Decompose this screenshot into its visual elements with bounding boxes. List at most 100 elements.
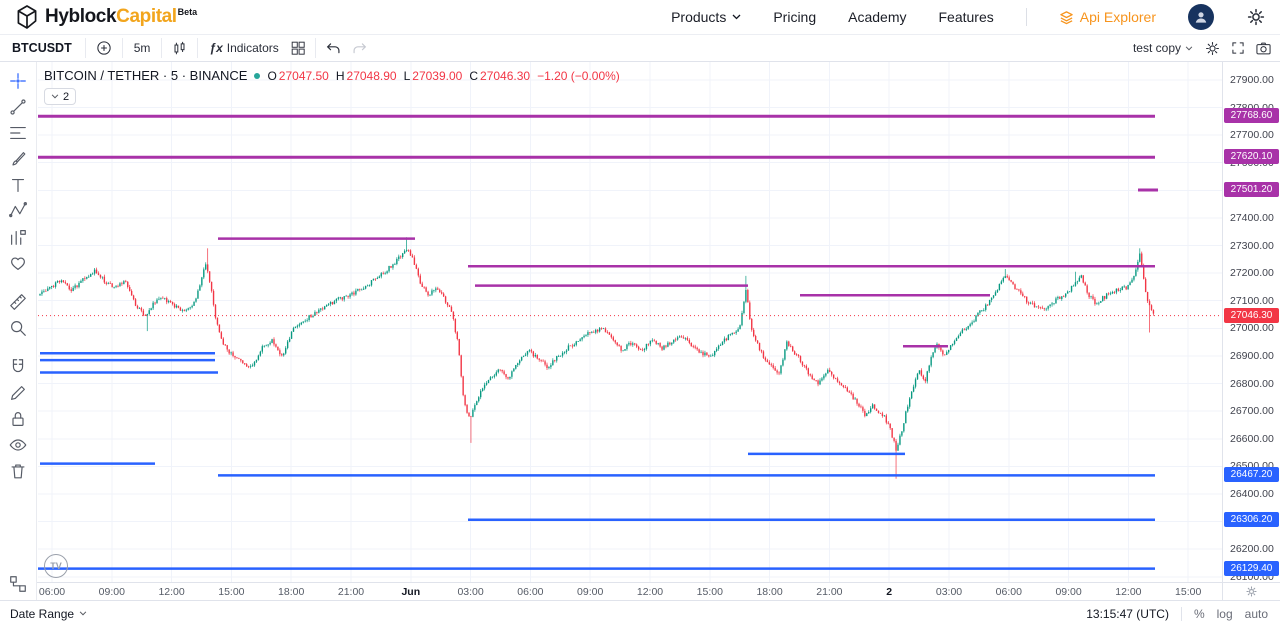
- fib-retracement-tool[interactable]: [4, 122, 32, 143]
- collapsed-count: 2: [63, 90, 70, 103]
- api-explorer-icon: [1059, 10, 1073, 24]
- time-tick-label: 15:00: [1175, 586, 1202, 598]
- date-range-menu[interactable]: Date Range: [10, 607, 87, 621]
- nav-products[interactable]: Products: [671, 9, 741, 25]
- collapsed-indicators-pill[interactable]: 2: [44, 88, 77, 105]
- indicators-button[interactable]: ƒx Indicators: [207, 41, 280, 55]
- nav-products-label: Products: [671, 9, 727, 25]
- clock[interactable]: 13:15:47 (UTC): [1086, 606, 1169, 621]
- time-tick-label: 09:00: [98, 586, 125, 598]
- fx-icon: ƒx: [209, 41, 223, 55]
- time-tick-label: 15:00: [218, 586, 245, 598]
- price-tick-label: 27900.00: [1230, 73, 1274, 86]
- heart-icon: [11, 257, 25, 270]
- toolbar-left-group: BTCUSDT 5m ƒx Indica: [8, 38, 368, 58]
- percent-scale-toggle[interactable]: %: [1193, 606, 1205, 621]
- edit-tool[interactable]: [4, 382, 32, 403]
- snapshot-button[interactable]: [1255, 41, 1272, 56]
- symbol-title[interactable]: BITCOIN / TETHER · 5 · BINANCE: [44, 68, 248, 83]
- time-axis[interactable]: 06:00 09:00 12:00 15:00 18:00 21:00 Jun 03:00 06…: [37, 582, 1222, 600]
- toolbar-divider: [121, 38, 123, 58]
- layout-name-label: test copy: [1132, 41, 1181, 55]
- undo-button[interactable]: [325, 41, 342, 56]
- price-level-badge: 26306.20: [1224, 511, 1279, 527]
- redo-icon: [353, 42, 366, 53]
- price-level-badge: 27768.60: [1224, 108, 1279, 124]
- price-tick-label: 27700.00: [1230, 129, 1274, 142]
- forecast-tool[interactable]: [4, 226, 32, 247]
- crosshair-tool[interactable]: [4, 70, 32, 91]
- lock-drawings-tool[interactable]: [4, 408, 32, 429]
- status-bar: Date Range 13:15:47 (UTC) % log auto: [0, 600, 1280, 626]
- price-tick-label: 27400.00: [1230, 211, 1274, 224]
- remove-drawings-tool[interactable]: [4, 460, 32, 481]
- chart-settings-button[interactable]: [1204, 40, 1221, 57]
- zoom-tool[interactable]: [4, 317, 32, 338]
- redo-button[interactable]: [351, 41, 368, 56]
- current-price-badge: 27046.30: [1224, 307, 1279, 323]
- layout-grid-button[interactable]: [290, 40, 306, 56]
- price-level-badge: 26129.40: [1224, 560, 1279, 576]
- auto-scale-toggle[interactable]: auto: [1244, 606, 1268, 621]
- low-value: 27039.00: [412, 68, 463, 83]
- time-tick-label: 15:00: [696, 586, 723, 598]
- close-value: 27046.30: [480, 68, 531, 83]
- interval-button[interactable]: 5m: [133, 41, 151, 55]
- log-scale-toggle[interactable]: log: [1216, 606, 1233, 621]
- price-tick-label: 26700.00: [1230, 405, 1274, 418]
- price-level-badge: 27501.20: [1224, 182, 1279, 197]
- magnet-tool[interactable]: [4, 356, 32, 377]
- time-tick-label: 21:00: [816, 586, 843, 598]
- status-bar-right-group: 13:15:47 (UTC) % log auto: [1086, 606, 1268, 621]
- price-tick-label: 26100.00: [1230, 570, 1274, 582]
- axis-settings-gear-icon[interactable]: [1245, 585, 1258, 598]
- gear-icon: [1205, 41, 1220, 55]
- drawing-toolbar: [0, 62, 37, 600]
- main-nav: Products Pricing Academy Features Api Ex…: [671, 4, 1266, 30]
- header-settings-button[interactable]: [1246, 7, 1266, 27]
- nav-features-label: Features: [938, 9, 994, 25]
- compare-add-button[interactable]: [95, 39, 113, 57]
- tradingview-watermark-icon[interactable]: TV: [44, 554, 68, 578]
- toolbar-divider: [314, 38, 316, 58]
- api-explorer-link[interactable]: Api Explorer: [1059, 9, 1156, 25]
- brand-logo[interactable]: Hyblock Capital Beta: [14, 4, 197, 30]
- status-bar-divider: [1180, 606, 1182, 621]
- grid-layout-icon: [291, 41, 305, 55]
- object-tree-button[interactable]: [4, 573, 32, 594]
- object-tree-icon: [10, 575, 26, 592]
- time-tick-label: 2: [886, 586, 893, 598]
- hide-drawings-tool[interactable]: [4, 434, 32, 455]
- forecast-icon: [11, 229, 26, 245]
- emoji-tool[interactable]: [4, 252, 32, 273]
- price-tick-label: 26800.00: [1230, 377, 1274, 390]
- symbol-button[interactable]: BTCUSDT: [12, 41, 72, 55]
- layout-name-menu[interactable]: test copy: [1131, 41, 1195, 55]
- pattern-tool[interactable]: [4, 200, 32, 221]
- price-axis[interactable]: 27900.0027800.0027700.0027600.0027500.00…: [1222, 62, 1280, 582]
- trendline-tool[interactable]: [4, 96, 32, 117]
- nav-features[interactable]: Features: [938, 9, 993, 25]
- chart-legend: BITCOIN / TETHER · 5 · BINANCE O 27047.50…: [44, 68, 620, 105]
- lock-icon: [12, 411, 24, 426]
- low-label: L: [403, 68, 411, 83]
- toolbar-divider: [84, 38, 86, 58]
- brush-tool[interactable]: [4, 148, 32, 169]
- nav-pricing[interactable]: Pricing: [773, 9, 816, 25]
- toolbar-divider: [161, 38, 163, 58]
- time-tick-label: Jun: [401, 586, 421, 598]
- measure-tool[interactable]: [4, 291, 32, 312]
- gear-icon: [1247, 8, 1265, 26]
- text-tool[interactable]: [4, 174, 32, 195]
- nav-academy[interactable]: Academy: [848, 9, 906, 25]
- chart-style-button[interactable]: [171, 40, 188, 57]
- price-tick-label: 26600.00: [1230, 432, 1274, 445]
- price-chart[interactable]: [0, 62, 1222, 582]
- price-level-badge: 27620.10: [1224, 149, 1279, 165]
- fullscreen-button[interactable]: [1230, 40, 1246, 56]
- time-tick-label: 03:00: [935, 586, 963, 598]
- user-avatar[interactable]: [1188, 4, 1214, 30]
- high-value: 27048.90: [346, 68, 397, 83]
- time-tick-label: 12:00: [158, 586, 185, 598]
